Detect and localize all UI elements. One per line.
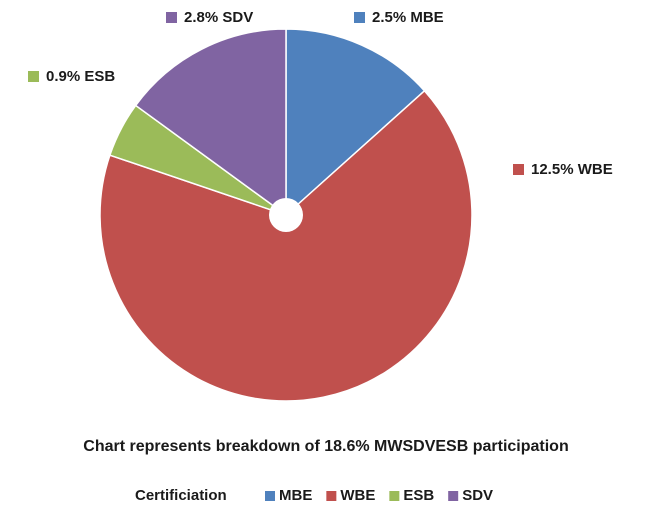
legend-swatch [389, 491, 400, 501]
data-label-swatch [166, 12, 177, 23]
data-label: 2.5% MBE [372, 9, 444, 26]
pie-hole [269, 198, 303, 232]
data-label: 12.5% WBE [531, 161, 613, 178]
pie-slice [99, 89, 473, 402]
legend-label: SDV [462, 487, 493, 504]
data-label: 0.9% ESB [46, 68, 115, 85]
legend-swatch [265, 491, 275, 501]
legend-swatch [326, 491, 337, 501]
legend-label: ESB [403, 487, 434, 504]
data-label-swatch [354, 12, 365, 23]
data-label-swatch [28, 71, 39, 82]
legend-title: Certificiation [135, 487, 227, 504]
data-label: 2.8% SDV [184, 9, 253, 26]
legend-label: MBE [279, 487, 312, 504]
legend-swatch [448, 491, 459, 501]
pie-slice [285, 28, 426, 217]
data-label-swatch [513, 164, 524, 175]
pie-slice [134, 28, 287, 217]
chart-caption: Chart represents breakdown of 18.6% MWSD… [83, 438, 568, 455]
legend-label: WBE [340, 487, 375, 504]
